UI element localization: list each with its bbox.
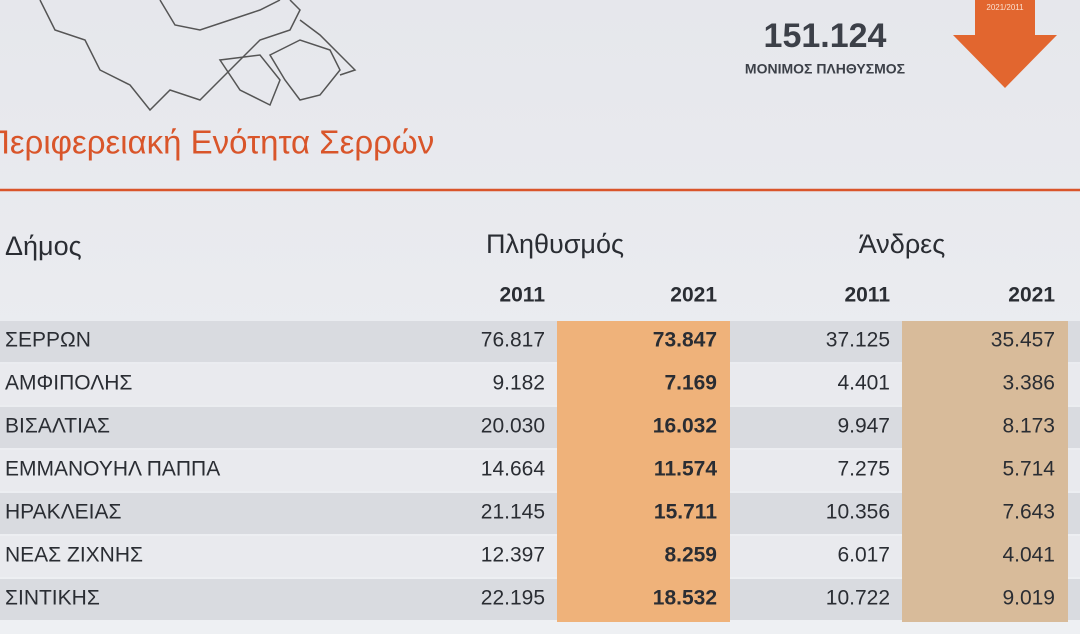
row-band [0,407,1080,448]
row-band [0,450,1080,491]
total-value: 151.124 [764,17,887,55]
row-name: ΗΡΑΚΛΕΙΑΣ [5,501,122,524]
title: Περιφερειακή Ενότητα Σερρών [0,124,434,161]
row-name: ΣΕΡΡΩΝ [5,329,91,352]
cell: 76.817 [481,329,545,352]
cell: 16.032 [653,415,717,438]
row-band [0,536,1080,577]
year-header: 2011 [844,284,890,307]
cell: 18.532 [653,587,717,610]
row-band [0,321,1080,362]
year-header: 2011 [499,284,545,307]
cell: 7.169 [664,372,717,395]
cell: 4.041 [1002,544,1055,567]
cell: 3.386 [1002,372,1055,395]
year-header: 2021 [1008,284,1055,307]
column-header: Άνδρες [859,229,945,259]
year-header: 2021 [670,284,717,307]
map-outline [39,0,357,112]
highlight-column [902,321,1068,622]
cell: 11.574 [654,458,717,481]
highlight-column [557,321,730,622]
row-band [0,579,1080,620]
cell: 4.401 [837,372,890,395]
cell: 8.259 [664,544,717,567]
cell: 21.145 [481,501,545,524]
cell: 9.019 [1002,587,1055,610]
row-name: ΑΜΦΙΠΟΛΗΣ [5,372,132,395]
cell: 9.947 [837,415,890,438]
cell: 14.664 [481,458,546,481]
cell: 7.643 [1002,501,1055,524]
row-name: ΒΙΣΑΛΤΙΑΣ [5,415,110,438]
cell: 73.847 [653,329,717,352]
decrease-arrow [953,0,1057,88]
cell: 10.722 [826,587,890,610]
row-band [0,364,1080,405]
row-name: ΕΜΜΑΝΟΥΗΛ ΠΑΠΠΑ [5,458,220,481]
cell: 22.195 [481,587,545,610]
row-band [0,493,1080,534]
cell: 9.182 [492,372,545,395]
cell: 37.125 [826,329,890,352]
cell: 7.275 [837,458,890,481]
cell: 20.030 [481,415,545,438]
total-label: ΜΟΝΙΜΟΣ ΠΛΗΘΥΣΜΟΣ [745,61,905,77]
column-header: Δήμος [5,231,82,261]
row-name: ΣΙΝΤΙΚΗΣ [5,587,100,610]
cell: 6.017 [837,544,890,567]
cell: 5.714 [1002,458,1055,481]
cell: 8.173 [1002,415,1055,438]
arrow-label: 2021/2011 [986,3,1024,12]
cell: 35.457 [991,329,1055,352]
cell: 12.397 [481,544,545,567]
cell: 15.711 [654,501,717,524]
column-header: Πληθυσμός [486,229,624,259]
cell: 10.356 [826,501,890,524]
row-name: ΝΕΑΣ ΖΙΧΝΗΣ [5,544,143,567]
